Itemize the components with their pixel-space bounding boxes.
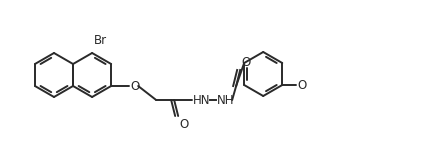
Text: O: O bbox=[179, 118, 188, 131]
Text: NH: NH bbox=[217, 93, 235, 107]
Text: O: O bbox=[130, 79, 139, 93]
Text: Br: Br bbox=[94, 34, 107, 47]
Text: O: O bbox=[297, 79, 307, 91]
Text: HN: HN bbox=[193, 93, 211, 107]
Text: O: O bbox=[241, 56, 250, 69]
